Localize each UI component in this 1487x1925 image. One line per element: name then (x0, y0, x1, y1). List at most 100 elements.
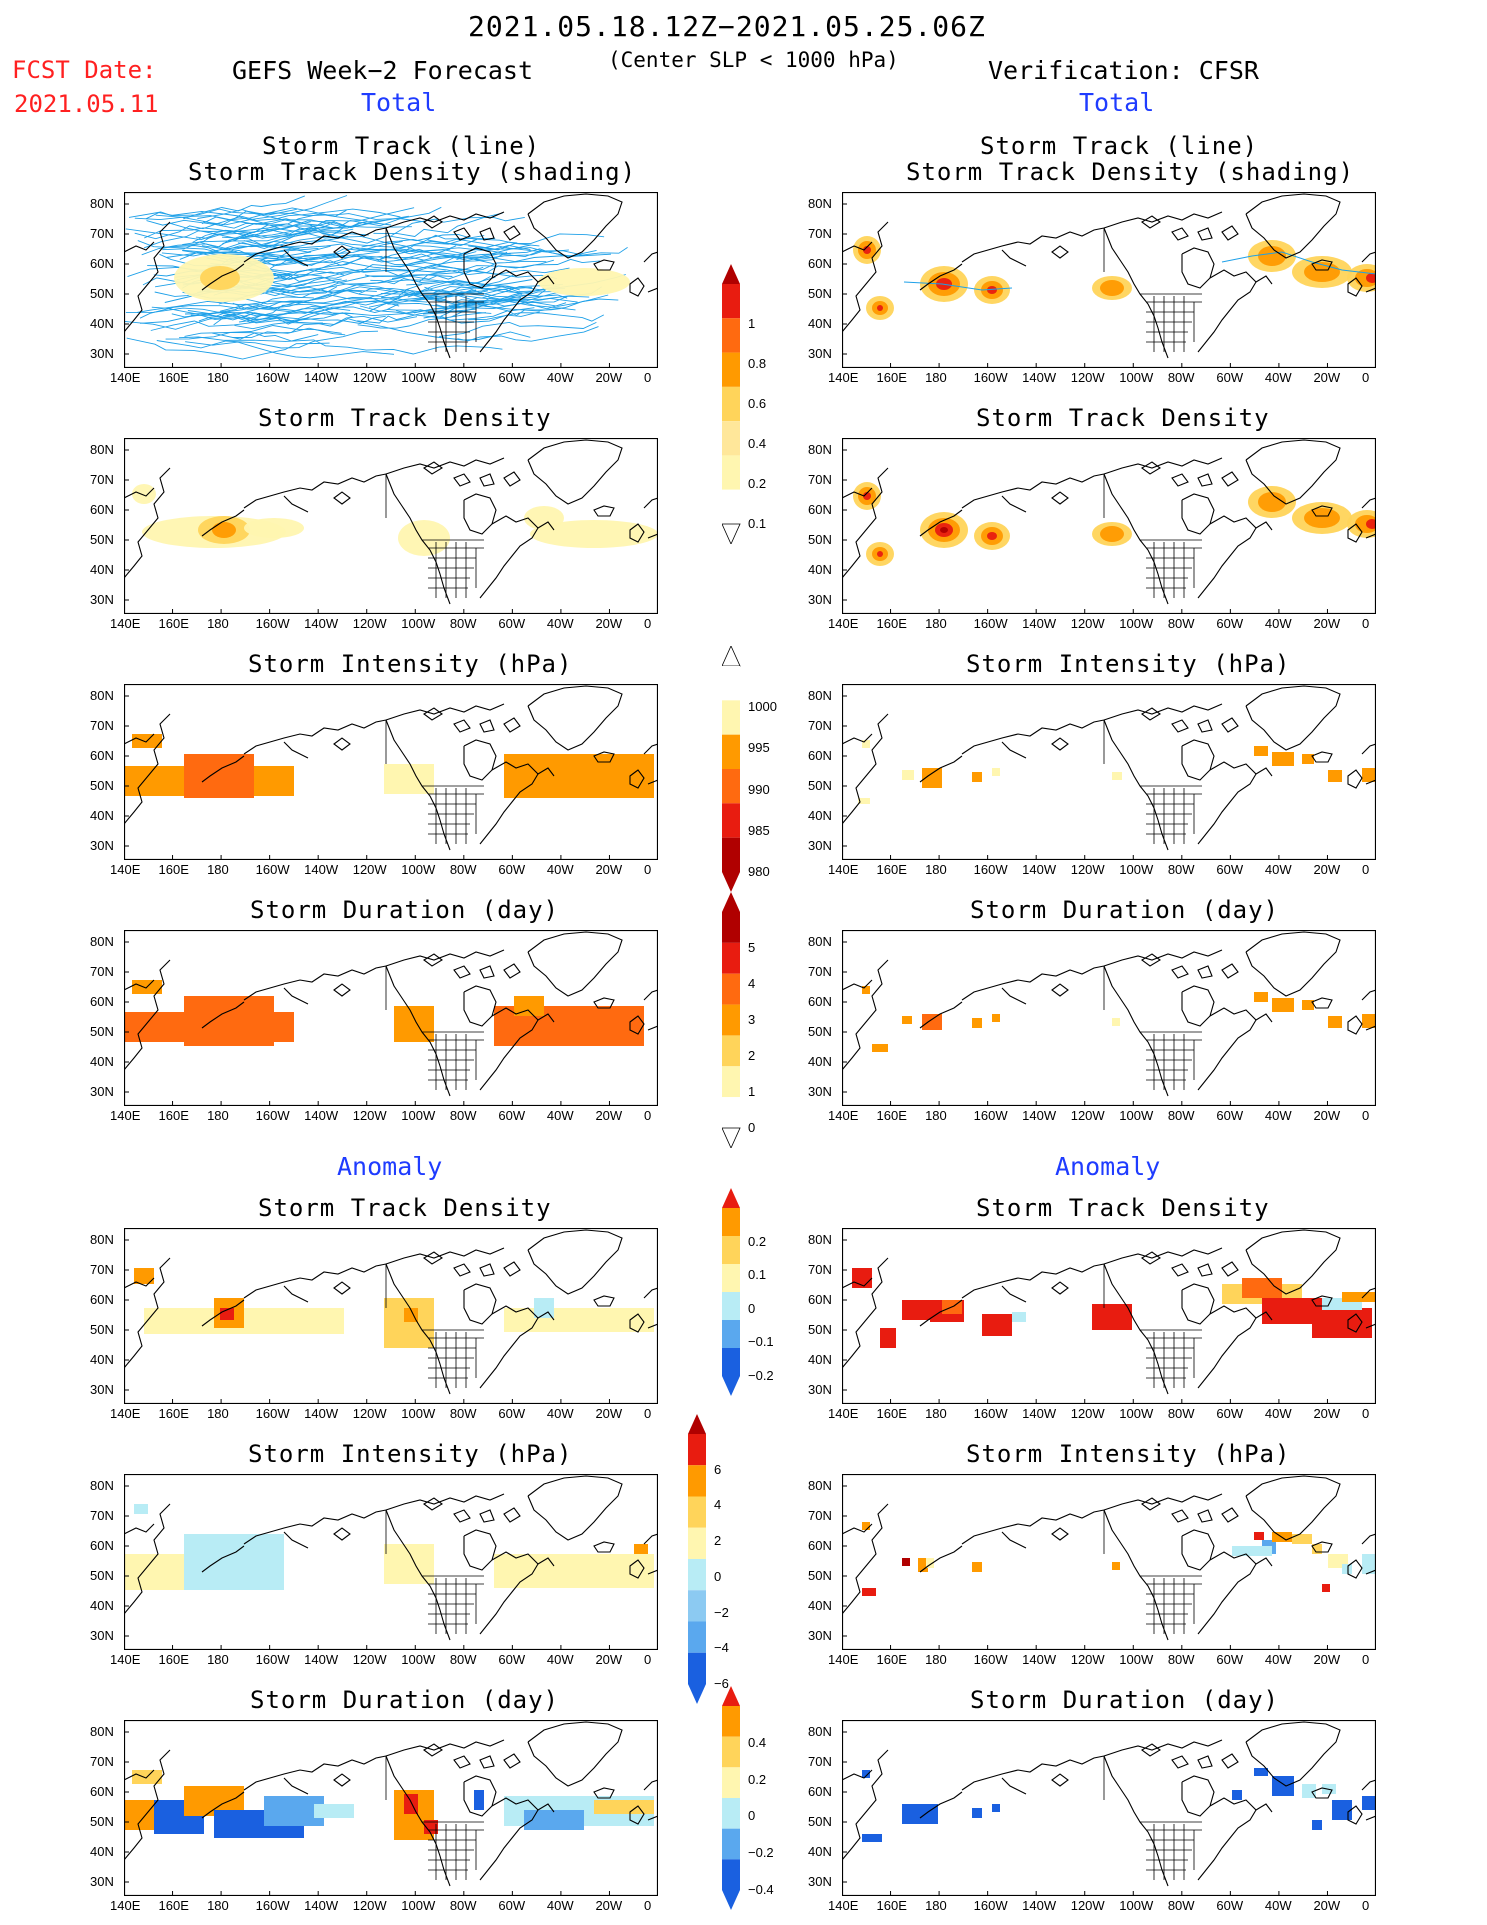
right-total-heading: Total (1079, 88, 1155, 117)
lat-tick-label: 40N (90, 808, 114, 823)
lon-tick-label: 160W (973, 1406, 1008, 1421)
colorbar-tick-label: 0 (748, 1120, 756, 1135)
lat-tick-label: 60N (808, 994, 832, 1009)
lon-tick-label: 120W (1070, 1108, 1105, 1123)
colorbar-tick-label: 1 (748, 316, 756, 331)
lat-tick-label: 60N (808, 1784, 832, 1799)
lon-tick-label: 0 (1362, 1898, 1370, 1913)
lat-tick-label: 50N (90, 286, 114, 301)
political-borders (385, 1756, 484, 1880)
lon-tick-label: 0 (644, 1406, 652, 1421)
coastlines (842, 685, 1376, 851)
political-borders (385, 228, 484, 352)
left-model-title: GEFS Week−2 Forecast (232, 56, 534, 85)
coastlines (842, 439, 1376, 605)
map-right-density (842, 438, 1376, 614)
lon-tick-label: 60W (498, 1108, 526, 1123)
lon-tick-label: 140W (304, 616, 339, 631)
density-shading (132, 484, 658, 556)
lon-tick-label: 0 (1362, 370, 1370, 385)
lon-tick-label: 0 (1362, 1406, 1370, 1421)
lon-tick-label: 20W (595, 1652, 623, 1667)
colorbar-tick-label: 4 (714, 1497, 722, 1513)
lon-tick-label: 160W (255, 1898, 290, 1913)
lon-tick-label: 140W (1022, 1652, 1057, 1667)
lon-tick-label: 100W (401, 616, 436, 631)
colorbar-duration-total (722, 892, 741, 1148)
colorbar-tick-label: −2 (714, 1604, 729, 1620)
political-borders (1103, 228, 1202, 352)
lon-tick-label: 100W (401, 1652, 436, 1667)
lon-tick-label: 180 (207, 1898, 229, 1913)
lat-tick-label: 70N (90, 1508, 114, 1523)
left-anom-density-title: Storm Track Density (258, 1194, 552, 1222)
map-frame (124, 930, 658, 1106)
left-track-title-1: Storm Track (line) (262, 132, 541, 160)
lon-tick-label: 40W (1264, 1652, 1292, 1667)
fcst-date-label: FCST Date: (12, 56, 157, 84)
lon-tick-label: 160E (158, 1108, 189, 1123)
colorbar-tick-label: 0.4 (748, 1734, 767, 1750)
lon-tick-label: 20W (595, 862, 623, 877)
lon-tick-label: 0 (1362, 1108, 1370, 1123)
lat-tick-label: 60N (90, 994, 114, 1009)
map-left-anom-duration (124, 1720, 658, 1896)
lon-tick-label: 60W (498, 1406, 526, 1421)
political-borders (1103, 1756, 1202, 1880)
lon-tick-label: 80W (449, 370, 477, 385)
lat-tick-label: 70N (90, 472, 114, 487)
lon-tick-label: 40W (1264, 862, 1292, 877)
lon-tick-label: 140E (828, 616, 859, 631)
lon-tick-label: 0 (644, 1898, 652, 1913)
colorbar-intensity-total (722, 646, 741, 892)
colorbar-tick-label: 1 (748, 1084, 756, 1099)
lat-tick-label: 60N (90, 502, 114, 517)
lon-tick-label: 20W (1313, 616, 1341, 631)
lon-tick-label: 160W (973, 1652, 1008, 1667)
lon-tick-label: 100W (1119, 1406, 1154, 1421)
date-range-title: 2021.05.18.12Z−2021.05.25.06Z (468, 10, 986, 43)
lat-tick-label: 70N (808, 964, 832, 979)
lon-tick-label: 100W (401, 1898, 436, 1913)
left-total-heading: Total (361, 88, 437, 117)
lon-tick-label: 80W (1167, 1406, 1195, 1421)
lon-tick-label: 140E (828, 1898, 859, 1913)
lon-tick-label: 160E (876, 370, 907, 385)
lon-tick-label: 0 (644, 862, 652, 877)
colorbar-tick-label: 0 (748, 1808, 756, 1824)
lon-tick-label: 160E (876, 862, 907, 877)
lat-tick-label: 50N (808, 1814, 832, 1829)
lat-tick-label: 50N (808, 286, 832, 301)
lon-tick-label: 140W (304, 862, 339, 877)
political-borders (385, 474, 484, 598)
colorbar-tick-label: −0.1 (748, 1334, 774, 1350)
lon-tick-label: 120W (1070, 1652, 1105, 1667)
map-frame (842, 1720, 1376, 1896)
lon-tick-label: 60W (498, 862, 526, 877)
lon-tick-label: 40W (546, 616, 574, 631)
map-right-track (842, 192, 1376, 368)
lon-tick-label: 140W (304, 1898, 339, 1913)
lon-tick-label: 140E (828, 370, 859, 385)
lat-tick-label: 40N (90, 1844, 114, 1859)
lon-tick-label: 160W (255, 862, 290, 877)
lon-tick-label: 100W (1119, 1898, 1154, 1913)
colorbar-tick-label: 980 (748, 864, 770, 879)
lon-tick-label: 180 (207, 370, 229, 385)
lat-tick-label: 80N (808, 688, 832, 703)
lat-tick-label: 80N (808, 196, 832, 211)
lon-tick-label: 140W (1022, 1406, 1057, 1421)
colorbar-tick-label: 5 (748, 940, 756, 955)
lat-tick-label: 60N (808, 748, 832, 763)
lat-tick-label: 50N (90, 1024, 114, 1039)
lat-tick-label: 60N (90, 1784, 114, 1799)
coastlines (842, 931, 1376, 1097)
lon-tick-label: 40W (1264, 1108, 1292, 1123)
lon-tick-label: 80W (449, 862, 477, 877)
lat-tick-label: 60N (90, 256, 114, 271)
political-borders (385, 966, 484, 1090)
lon-tick-label: 120W (352, 1406, 387, 1421)
lat-tick-label: 30N (808, 346, 832, 361)
lon-tick-label: 60W (498, 370, 526, 385)
lon-tick-label: 120W (352, 862, 387, 877)
